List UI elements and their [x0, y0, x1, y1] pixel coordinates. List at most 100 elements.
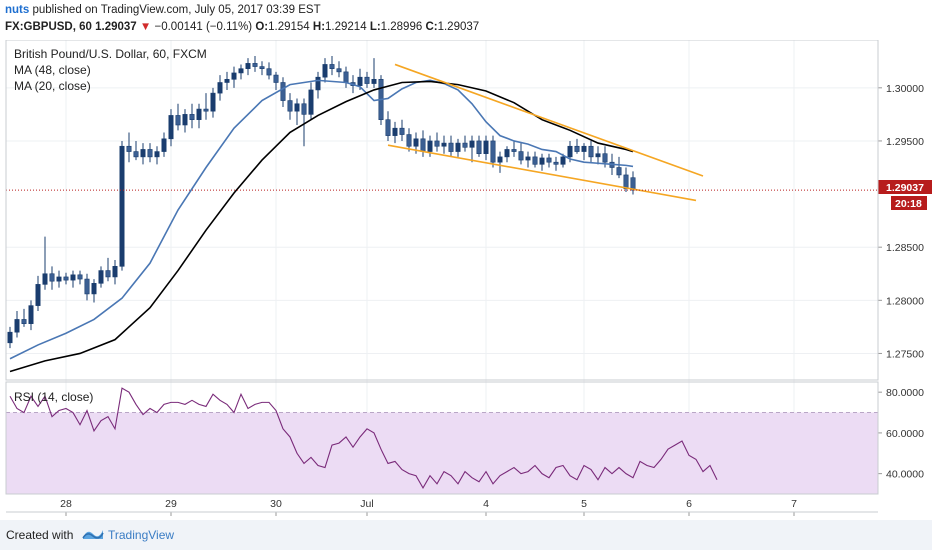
candle	[329, 55, 335, 76]
low-label: L:	[369, 21, 381, 33]
candle	[420, 130, 426, 157]
countdown-value: 20:18	[895, 198, 922, 210]
candle	[42, 236, 48, 290]
created-with-text: Created with	[6, 528, 74, 542]
ma20-line	[9, 79, 634, 360]
candle	[112, 259, 118, 285]
candle	[77, 270, 83, 285]
candle	[210, 87, 216, 118]
candle	[595, 146, 601, 165]
candle	[448, 135, 454, 157]
candle	[546, 153, 552, 168]
low-value: 1.28996	[380, 21, 423, 33]
price-tick-label: 1.29500	[886, 136, 924, 148]
candlestick-series	[7, 55, 636, 349]
candle	[504, 146, 510, 163]
candle	[259, 61, 265, 76]
ma48-legend[interactable]: MA (48, close)	[14, 63, 91, 77]
candle	[497, 151, 503, 173]
chart-header: nuts published on TradingView.com, July …	[0, 0, 932, 40]
candle	[308, 82, 314, 120]
change-value: −0.00141 (−0.11%)	[154, 21, 253, 33]
rsi-axis[interactable]: 40.0000 60.0000 80.0000	[878, 387, 924, 481]
author-name[interactable]: nuts	[5, 4, 30, 16]
high-label: H:	[312, 21, 326, 33]
time-tick-label: 29	[165, 498, 177, 510]
candle	[161, 132, 167, 157]
candle	[581, 143, 587, 161]
moving-average-lines	[9, 79, 634, 373]
candle	[322, 58, 328, 83]
rsi-legend[interactable]: RSI (14, close)	[14, 390, 93, 404]
candle	[315, 71, 321, 99]
candle	[140, 143, 146, 165]
candle	[371, 58, 377, 88]
candle	[273, 71, 279, 90]
price-axis[interactable]: 1.27500 1.28000 1.28500 1.29500 1.30000	[878, 83, 924, 361]
tradingview-brand[interactable]: TradingView	[108, 528, 175, 542]
candle	[182, 109, 188, 133]
candle	[252, 55, 258, 72]
upper-trendline[interactable]	[394, 63, 704, 177]
candle	[287, 93, 293, 120]
last-price: 1.29037	[95, 21, 137, 33]
candle	[245, 58, 251, 76]
close-value: 1.29037	[437, 21, 480, 33]
candle	[476, 135, 482, 157]
candle	[154, 146, 160, 165]
candle	[175, 103, 181, 131]
candle	[525, 151, 531, 168]
time-axis[interactable]: 28 29 30 Jul 4 5 6 7	[60, 498, 797, 516]
candle	[392, 121, 398, 144]
candle	[532, 151, 538, 168]
candle	[280, 77, 286, 107]
open-value: 1.29154	[268, 21, 310, 33]
candle	[511, 140, 517, 157]
tradingview-logo-icon[interactable]	[82, 526, 104, 542]
price-tick-label: 1.27500	[886, 348, 924, 360]
lower-trendline[interactable]	[387, 144, 697, 202]
candle	[630, 171, 636, 195]
candle	[98, 266, 104, 288]
candle	[441, 135, 447, 154]
candle	[105, 257, 111, 282]
price-tick-label: 1.28500	[886, 242, 924, 254]
time-tick-label: 28	[60, 498, 72, 510]
footer: Created with TradingView	[0, 520, 932, 550]
candle	[91, 279, 97, 303]
chart-canvas[interactable]: 1.27500 1.28000 1.28500 1.29500 1.30000 40.0…	[0, 40, 932, 520]
candle	[301, 98, 307, 147]
candle	[553, 156, 559, 171]
candle	[119, 140, 125, 271]
candle	[203, 93, 209, 120]
open-label: O:	[255, 21, 269, 33]
time-tick-label: 6	[686, 498, 692, 510]
published-text: published on TradingView.com, July 05, 2…	[32, 4, 321, 16]
candle	[7, 326, 13, 349]
ma20-legend[interactable]: MA (20, close)	[14, 79, 91, 93]
candle	[63, 272, 69, 285]
candle	[399, 119, 405, 141]
candle	[147, 143, 153, 163]
candle	[462, 135, 468, 152]
time-tick-label: 7	[791, 498, 797, 510]
symbol-label: FX:GBPUSD, 60	[5, 21, 92, 33]
trend-lines[interactable]	[387, 63, 704, 202]
rsi-tick-label: 60.0000	[886, 428, 924, 440]
candle	[14, 310, 20, 338]
rsi-tick-label: 40.0000	[886, 469, 924, 481]
high-value: 1.29214	[325, 21, 367, 33]
rsi-tick-label: 80.0000	[886, 387, 924, 399]
rsi-band	[6, 412, 878, 494]
candle	[574, 138, 580, 154]
candle	[35, 275, 41, 311]
candle	[616, 156, 622, 179]
candle	[133, 140, 139, 161]
chart-title: British Pound/U.S. Dollar, 60, FXCM	[14, 47, 207, 61]
close-label: C:	[425, 21, 438, 33]
candle	[126, 132, 132, 163]
change-arrow-icon: ▼	[139, 21, 152, 33]
candle	[483, 135, 489, 161]
price-box	[878, 180, 932, 194]
candle	[469, 135, 475, 163]
